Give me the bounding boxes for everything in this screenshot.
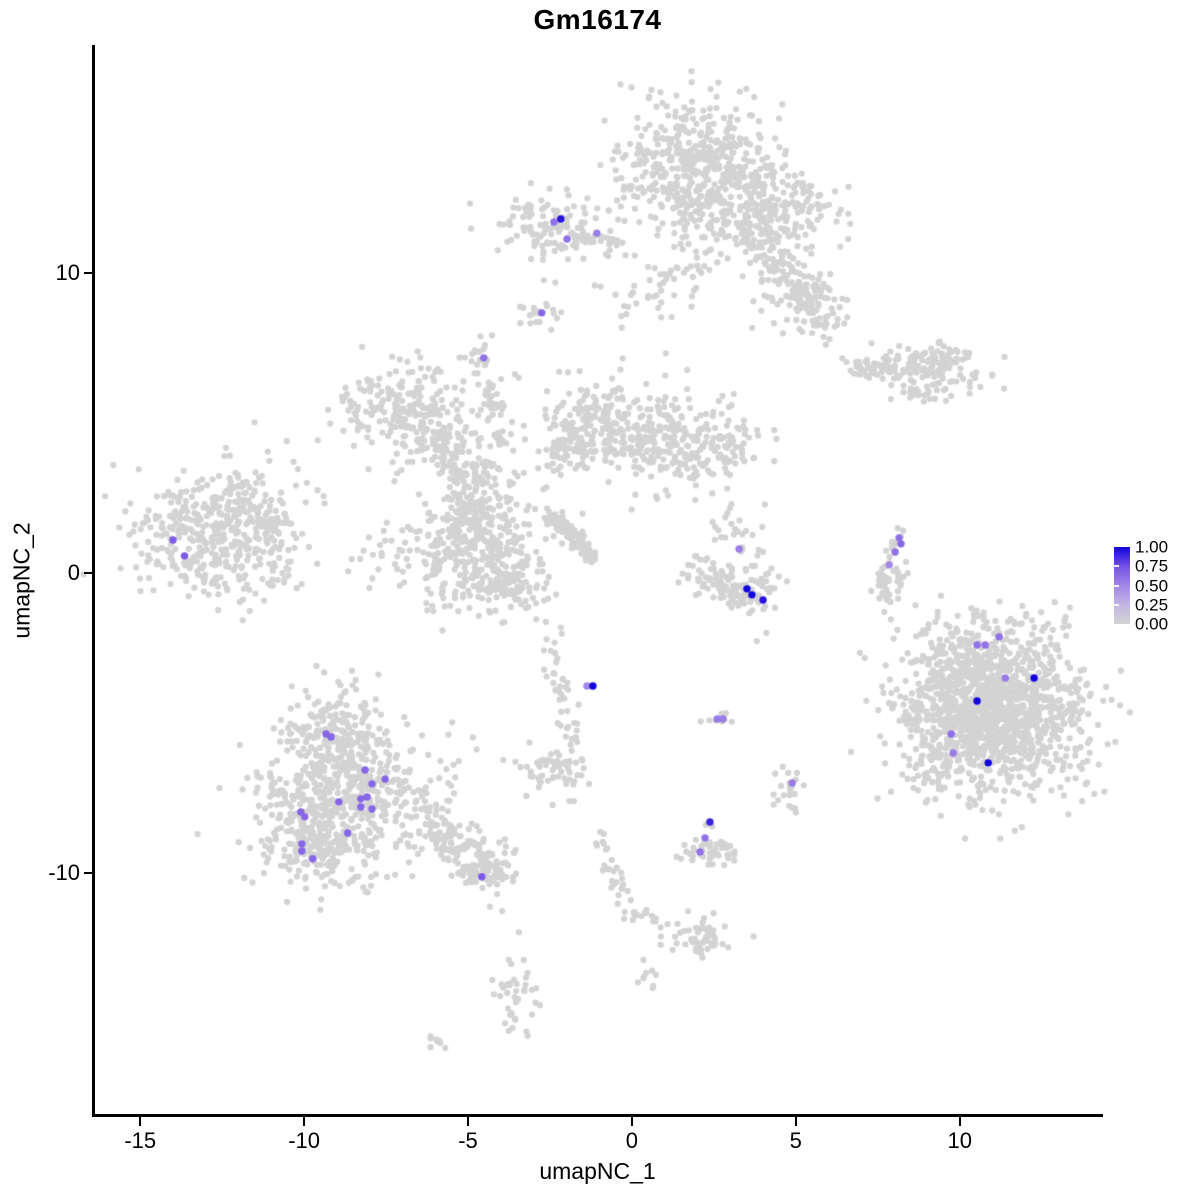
x-tick-label: 0 — [625, 1128, 639, 1153]
y-tick-label: -10 — [48, 859, 80, 885]
y-tick-label: 10 — [55, 259, 80, 285]
legend-tick-notch — [1114, 565, 1119, 568]
y-axis-line — [92, 45, 95, 1115]
y-axis-title: umapNC_2 — [8, 522, 35, 639]
legend-value-label: 0.75 — [1135, 556, 1169, 576]
x-tick-mark — [958, 1117, 961, 1126]
legend-tick-notch — [1114, 584, 1119, 587]
x-axis-title: umapNC_1 — [539, 1158, 656, 1184]
x-tick-label: -5 — [458, 1128, 478, 1153]
x-tick-label: -15 — [124, 1128, 157, 1153]
x-tick-mark — [794, 1117, 797, 1126]
x-tick-label: -10 — [288, 1128, 321, 1153]
y-tick-label: 0 — [67, 559, 80, 585]
x-tick-mark — [139, 1117, 142, 1126]
x-tick-label: 10 — [947, 1128, 972, 1153]
legend-value-label: 0.00 — [1135, 614, 1169, 634]
x-axis-line — [92, 1114, 1103, 1117]
x-tick-mark — [467, 1117, 470, 1126]
legend-value-label: 0.25 — [1135, 595, 1169, 615]
legend-tick-notch — [1114, 603, 1119, 606]
chart-title: Gm16174 — [533, 4, 662, 35]
x-tick-mark — [630, 1117, 633, 1126]
legend-value-label: 1.00 — [1135, 537, 1169, 557]
y-tick-mark — [84, 571, 93, 574]
x-tick-label: 5 — [789, 1128, 802, 1153]
legend-gradient-bar — [1114, 547, 1130, 624]
y-tick-mark — [84, 271, 93, 274]
x-tick-mark — [303, 1117, 306, 1126]
legend-value-label: 0.50 — [1135, 576, 1169, 595]
y-tick-mark — [84, 871, 93, 874]
